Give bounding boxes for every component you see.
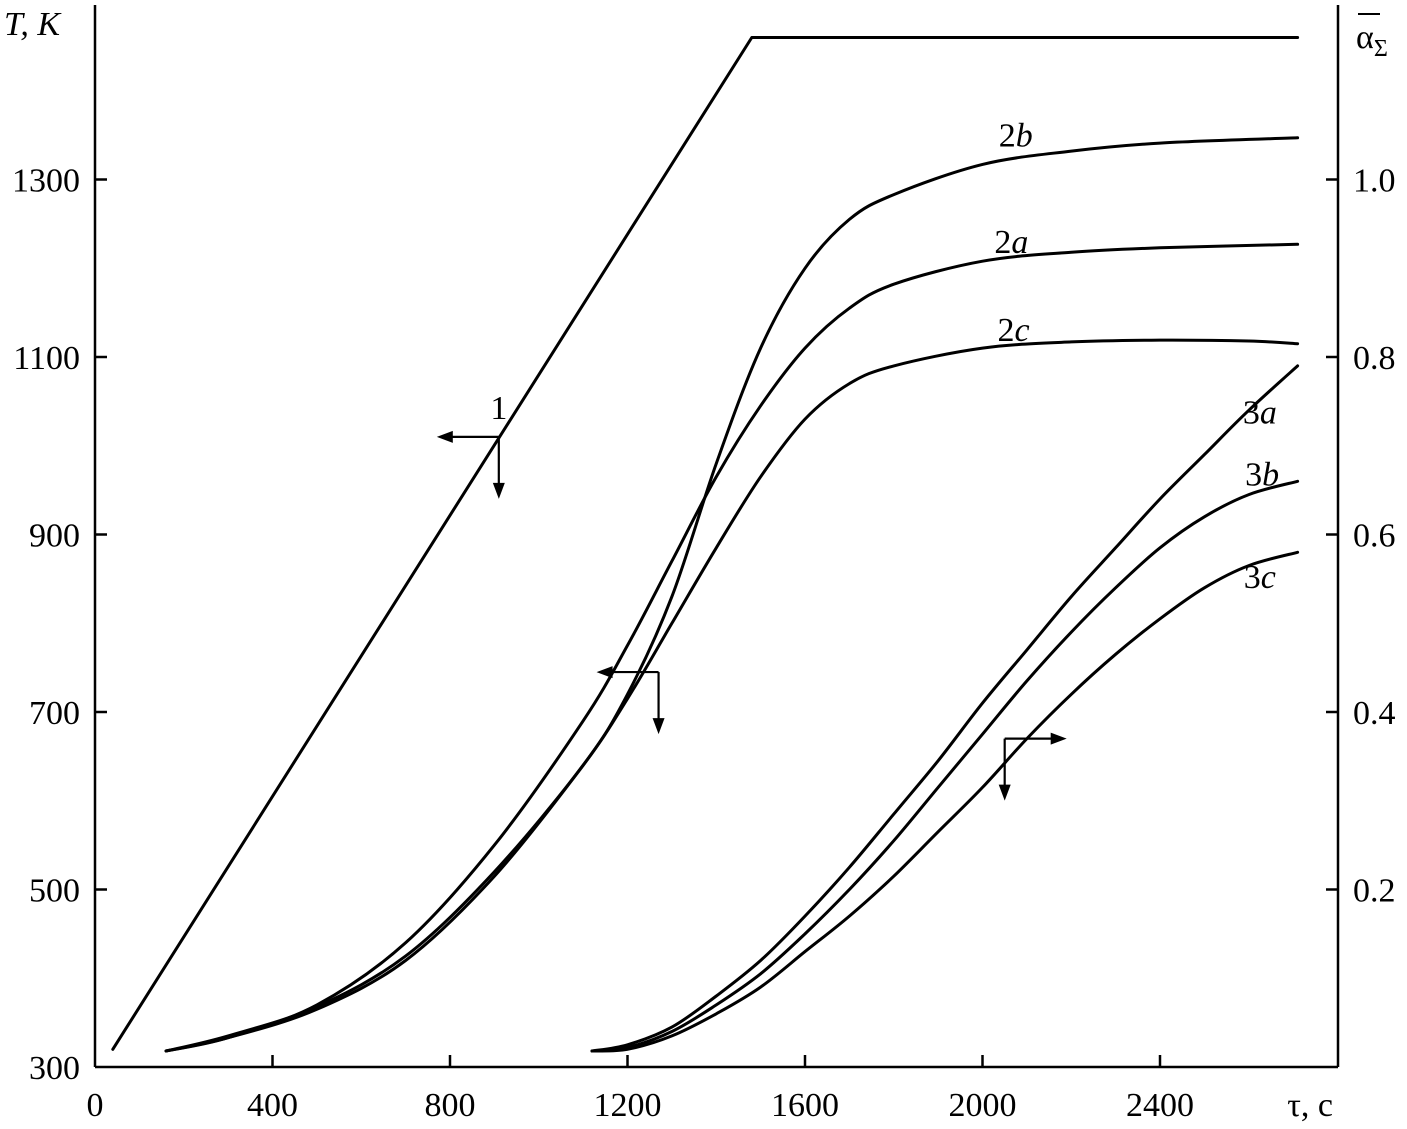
curve-label-1: 1 bbox=[490, 390, 507, 427]
curve-3b bbox=[590, 479, 1300, 1053]
curve-label-letter: b bbox=[1016, 118, 1033, 155]
indicator-arrowhead-down bbox=[652, 718, 665, 735]
y-left-tick-label: 1300 bbox=[12, 163, 80, 200]
indicator-curves-2 bbox=[596, 666, 665, 735]
curve-2c bbox=[164, 338, 1300, 1053]
x-tick-label: 0 bbox=[87, 1087, 104, 1124]
curve-label-number: 2 bbox=[998, 312, 1015, 349]
curve-1 bbox=[111, 36, 1300, 1051]
curve-label-2b: 2b bbox=[999, 118, 1033, 155]
curve-3a bbox=[590, 364, 1300, 1053]
y-axis-right-title: αΣ bbox=[1356, 19, 1388, 62]
x-tick-label: 2400 bbox=[1126, 1087, 1194, 1124]
curve-label-number: 2 bbox=[999, 118, 1016, 155]
y-left-tick-label: 900 bbox=[29, 518, 80, 555]
y-axis-left-title: T, K bbox=[4, 6, 62, 43]
y-axis-right-title-base: α bbox=[1356, 19, 1374, 56]
indicator-arrowhead-down bbox=[492, 482, 505, 499]
curve-label-letter: c bbox=[1261, 559, 1276, 596]
y-left-tick-label: 700 bbox=[29, 695, 80, 732]
indicator-arrowhead-left bbox=[436, 430, 453, 443]
indicator-curve-1 bbox=[436, 430, 505, 499]
indicator-curves-3 bbox=[998, 732, 1067, 801]
curve-label-number: 1 bbox=[490, 390, 507, 427]
axes bbox=[93, 5, 1340, 1069]
x-axis-title: τ, c bbox=[1287, 1087, 1333, 1124]
y-right-tick-label: 0.6 bbox=[1353, 518, 1396, 555]
curve-label-number: 3 bbox=[1245, 457, 1262, 494]
curve-label-letter: b bbox=[1262, 457, 1279, 494]
x-tick-label: 1200 bbox=[594, 1087, 662, 1124]
y-axis-right-title-sub: Σ bbox=[1374, 36, 1388, 62]
x-tick-label: 1600 bbox=[771, 1087, 839, 1124]
indicator-arrowhead-left bbox=[596, 666, 613, 679]
axis-indicators bbox=[436, 430, 1067, 801]
curve-label-2c: 2c bbox=[998, 312, 1030, 349]
curve-2b bbox=[164, 136, 1300, 1053]
y-left-tick-label: 1100 bbox=[13, 340, 80, 377]
tick-labels: 0 400 800 1200 1600 2000 2400 300 500 700 900 1100 1… bbox=[12, 163, 1396, 1125]
curve-label-2a: 2a bbox=[994, 224, 1028, 261]
curves bbox=[111, 36, 1300, 1053]
curve-label-letter: a bbox=[1011, 224, 1028, 261]
curve-label-number: 3 bbox=[1243, 395, 1260, 432]
indicator-arrowhead-down bbox=[998, 784, 1011, 801]
curve-2a bbox=[164, 242, 1300, 1053]
curve-label-3b: 3b bbox=[1245, 457, 1279, 494]
curve-label-3c: 3c bbox=[1244, 559, 1276, 596]
x-tick-label: 2000 bbox=[949, 1087, 1017, 1124]
curve-3c bbox=[590, 550, 1300, 1053]
y-right-tick-label: 0.4 bbox=[1353, 695, 1396, 732]
y-left-tick-label: 500 bbox=[29, 873, 80, 910]
x-tick-label: 400 bbox=[247, 1087, 298, 1124]
x-tick-label: 800 bbox=[425, 1087, 476, 1124]
y-right-tick-label: 0.2 bbox=[1353, 873, 1396, 910]
y-right-tick-label: 1.0 bbox=[1353, 163, 1396, 200]
curve-label-3a: 3a bbox=[1243, 395, 1277, 432]
y-left-tick-label: 300 bbox=[29, 1050, 80, 1087]
curve-label-letter: c bbox=[1015, 312, 1030, 349]
y-right-tick-label: 0.8 bbox=[1353, 340, 1396, 377]
indicator-arrowhead-right bbox=[1050, 732, 1067, 745]
curve-label-number: 3 bbox=[1244, 559, 1261, 596]
ticks bbox=[95, 178, 1338, 1067]
y-axis-left-title-text: T, K bbox=[4, 6, 62, 43]
curve-label-letter: a bbox=[1260, 395, 1277, 432]
curve-label-number: 2 bbox=[994, 224, 1011, 261]
